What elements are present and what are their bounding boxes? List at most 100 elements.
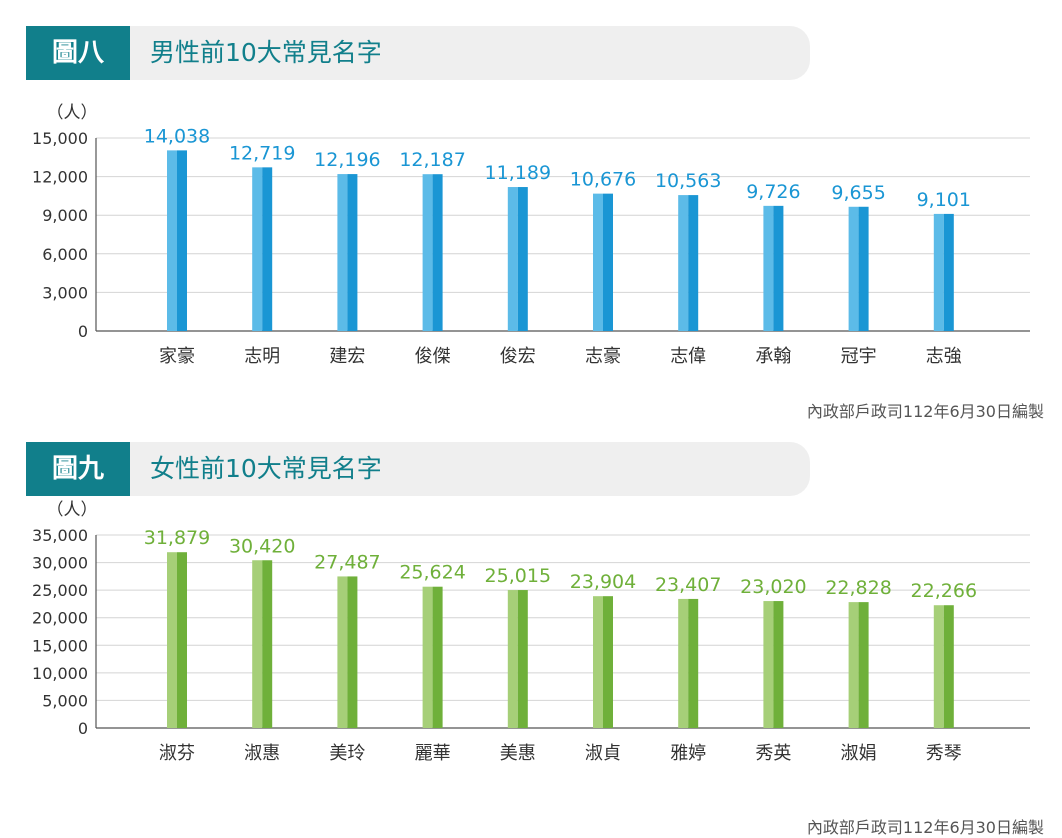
bar (252, 560, 263, 728)
source-note: 內政部戶政司112年6月30日編製 (806, 402, 1044, 421)
data-label: 25,624 (399, 562, 465, 584)
bar-shade (858, 602, 869, 728)
bar-shade (943, 213, 954, 331)
x-tick-label: 冠宇 (841, 346, 877, 367)
y-tick-label: 15,000 (32, 129, 88, 148)
x-tick-label: 秀琴 (926, 743, 962, 764)
data-label: 10,563 (655, 170, 721, 192)
bar (422, 174, 433, 331)
bar (763, 205, 774, 331)
data-label: 9,655 (831, 182, 885, 204)
bar-shade (432, 586, 443, 728)
data-label: 12,719 (229, 142, 295, 164)
bar-shade (688, 598, 699, 728)
female-names-panel: 圖九 女性前10大常見名字 0 5,000 10,000 15,000 20,000 25… (0, 416, 1062, 837)
data-label: 27,487 (314, 551, 380, 573)
bar-shade (773, 601, 784, 728)
male-names-panel: 圖八 男性前10大常見名字 0 3,000 6,000 9,000 12,000 15,0… (0, 0, 1062, 421)
y-tick-label: 5,000 (42, 691, 88, 710)
data-label: 30,420 (229, 535, 295, 557)
x-tick-label: 俊宏 (500, 346, 536, 367)
y-tick-label: 9,000 (42, 206, 88, 225)
x-tick-label: 建宏 (329, 346, 365, 367)
bar-shade (262, 167, 273, 331)
x-tick-label: 美惠 (500, 743, 536, 764)
bar-shade (688, 195, 699, 331)
data-label: 9,101 (917, 189, 971, 211)
bar (337, 174, 348, 331)
x-tick-label: 秀英 (755, 743, 791, 764)
data-label: 22,828 (825, 577, 891, 599)
bar-shade (347, 174, 358, 331)
y-axis-unit-label: （人） (47, 103, 98, 123)
y-tick-label: 20,000 (32, 609, 88, 628)
bar (593, 193, 603, 331)
bar (933, 605, 944, 728)
x-tick-label: 麗華 (415, 743, 451, 764)
bar (507, 590, 518, 728)
figure-title: 男性前10大常見名字 (150, 38, 382, 67)
y-tick-label: 35,000 (32, 526, 88, 545)
bar-shade (347, 576, 358, 728)
data-label: 14,038 (144, 125, 210, 147)
figure-header: 圖八 男性前10大常見名字 (26, 26, 810, 80)
data-label: 25,015 (485, 565, 551, 587)
y-tick-label: 0 (78, 719, 88, 738)
y-tick-label: 12,000 (32, 168, 88, 187)
bar (678, 598, 689, 728)
bar-shade (517, 187, 528, 331)
x-tick-label: 俊傑 (415, 346, 451, 367)
data-label: 23,020 (740, 576, 806, 598)
data-label: 10,676 (570, 169, 636, 191)
bar (167, 552, 177, 728)
y-axis-unit-label: （人） (47, 500, 98, 520)
bar-shade (177, 552, 187, 728)
y-tick-label: 6,000 (42, 245, 88, 264)
figure-number: 圖八 (26, 26, 130, 80)
data-label: 23,407 (655, 574, 721, 596)
bar-shade (177, 150, 187, 331)
bar-shade (858, 206, 869, 331)
x-tick-label: 承翰 (755, 346, 791, 367)
bar (252, 167, 263, 331)
bar (422, 586, 433, 728)
bar (933, 213, 944, 331)
data-label: 9,726 (746, 181, 800, 203)
x-tick-label: 志偉 (670, 346, 706, 367)
bar-shade (262, 560, 273, 728)
bar-shade (432, 174, 443, 331)
x-tick-label: 志豪 (585, 346, 621, 367)
bar (848, 602, 859, 728)
data-label: 31,879 (144, 527, 210, 549)
y-tick-label: 30,000 (32, 554, 88, 573)
source-note: 內政部戶政司112年6月30日編製 (806, 818, 1044, 837)
x-tick-label: 淑娟 (841, 743, 877, 764)
x-tick-label: 淑芬 (159, 743, 195, 764)
female-names-bar-chart: 0 5,000 10,000 15,000 20,000 25,000 30,000 35,0… (32, 500, 1030, 764)
y-tick-label: 15,000 (32, 636, 88, 655)
bar-shade (603, 193, 613, 331)
bar (763, 601, 774, 728)
x-tick-label: 志強 (926, 346, 962, 367)
y-tick-label: 25,000 (32, 581, 88, 600)
bar (593, 596, 603, 728)
x-tick-label: 雅婷 (670, 743, 706, 764)
figure-number: 圖九 (26, 442, 130, 496)
bar (337, 576, 348, 728)
y-tick-label: 0 (78, 322, 88, 341)
bar (848, 206, 859, 331)
x-tick-label: 淑貞 (585, 743, 621, 764)
figure-title: 女性前10大常見名字 (150, 454, 382, 483)
bar-shade (603, 596, 613, 728)
x-tick-label: 志明 (244, 346, 280, 367)
bar (507, 187, 518, 331)
bar-shade (517, 590, 528, 728)
data-label: 11,189 (485, 162, 551, 184)
data-label: 12,187 (399, 149, 465, 171)
data-label: 12,196 (314, 149, 380, 171)
x-tick-label: 家豪 (159, 346, 195, 367)
bar (678, 195, 689, 331)
male-names-bar-chart: 0 3,000 6,000 9,000 12,000 15,000 （人） 14,038 家豪 1… (32, 103, 1030, 367)
bar-shade (773, 205, 784, 331)
bar-shade (943, 605, 954, 728)
